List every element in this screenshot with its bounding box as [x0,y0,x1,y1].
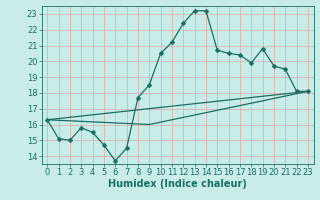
X-axis label: Humidex (Indice chaleur): Humidex (Indice chaleur) [108,179,247,189]
